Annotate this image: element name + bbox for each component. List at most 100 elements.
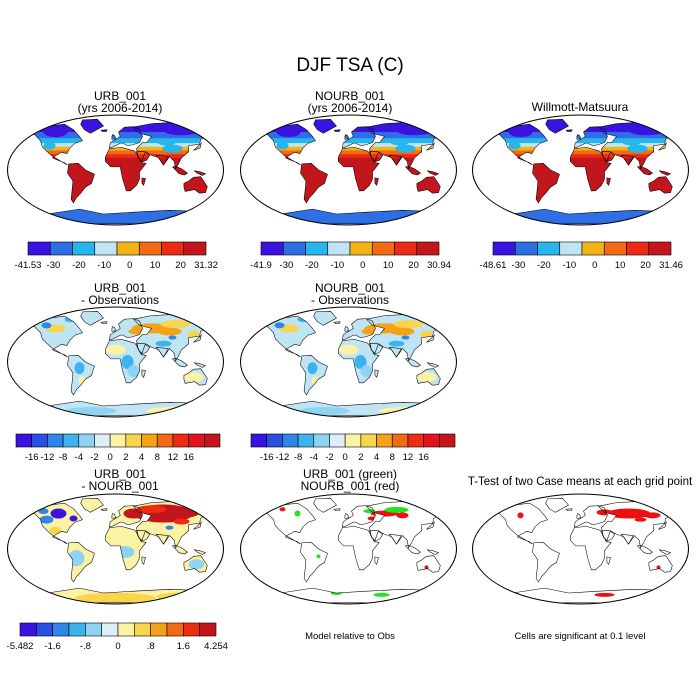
colorbar-swatch [407, 433, 424, 448]
map-anomaly-patch [488, 509, 493, 514]
colorbar-tick-label: 16 [418, 452, 429, 463]
coastline-europe [109, 126, 143, 149]
map-frame [240, 493, 457, 605]
coastline-arabia [369, 530, 384, 542]
coastline-madagascar [374, 556, 379, 565]
colorbar-tick-label: -30 [47, 260, 61, 271]
coastline-greenland [545, 119, 569, 134]
colorbar-swatch [360, 433, 377, 448]
coastline-madagascar [141, 177, 146, 186]
colorbar-swatch [559, 241, 583, 256]
colorbar-swatch [172, 433, 189, 448]
coastline-india [388, 154, 402, 166]
map-ttest-significance [472, 493, 689, 605]
map-significance-vs-obs [240, 493, 457, 605]
colorbar-tick-label: 0 [127, 260, 132, 271]
panel-3-title-line1: Willmott-Matsuura [531, 100, 629, 114]
map-temperature-band [240, 154, 457, 159]
colorbar-swatch [161, 241, 185, 256]
coastline-arabia [601, 530, 616, 542]
map-anomaly-patch [634, 517, 647, 522]
colorbar-tick-label: 31.46 [659, 260, 683, 271]
map-urb-temperature [7, 114, 224, 226]
map-temperature-band [240, 146, 457, 151]
colorbar-tick-label: -5.482 [7, 641, 34, 652]
colorbar-tick-label: -12 [41, 452, 55, 463]
panel-1-title-line1: URB_001 [93, 89, 147, 103]
map-temperature-band [472, 138, 689, 144]
map-temperature-band [240, 150, 457, 155]
map-anomaly-patch [395, 144, 416, 153]
colorbar-tick-label: 12 [403, 452, 414, 463]
coastline-nz [215, 382, 223, 391]
coastline-india [388, 533, 402, 545]
colorbar-swatch [19, 622, 37, 637]
coastline-northAmerica [249, 502, 316, 545]
coastline-africa [105, 526, 147, 571]
map-anomaly-patch [38, 508, 49, 515]
map-anomaly-patch [75, 592, 156, 603]
panel-1-title-line2: (yrs 2006-2014) [77, 101, 163, 115]
coastline-iceland [333, 508, 341, 511]
coastline-greenland [545, 498, 569, 513]
colorbar-tick-label: -8 [59, 452, 67, 463]
map-anomaly-patch [294, 510, 301, 517]
coastline-northAmerica [16, 123, 83, 166]
coastline-uk [344, 513, 350, 519]
coastline-greenland [313, 498, 337, 513]
map-anomaly-patch [390, 139, 409, 146]
map-anomaly-patch [338, 344, 359, 355]
panel-5-title: NOURB_001 - Observations [245, 282, 455, 306]
map-anomaly-patch [43, 127, 68, 138]
coastline-southAmerica [67, 542, 95, 583]
colorbar-swatch [537, 241, 561, 256]
colorbar-tick-label: .8 [147, 641, 155, 652]
panel-2-title: NOURB_001 (yrs 2006-2014) [245, 90, 455, 114]
colorbar-urb-minus-observations: -16 -12 -8 -4 -2 0 2 4 8 12 16 [15, 433, 221, 463]
colorbar-tick-label: 10 [615, 260, 626, 271]
coastline-india [620, 533, 634, 545]
colorbar-tick-label: -1.6 [44, 641, 60, 652]
colorbar-tick-label: 20 [408, 260, 419, 271]
colorbar-tick-label: -12 [276, 452, 290, 463]
coastline-africa [105, 339, 147, 384]
map-anomaly-patch [121, 355, 134, 369]
panel-2-title-line1: NOURB_001 [314, 89, 386, 103]
coastline-southAmerica [532, 542, 560, 583]
coastline-africa [105, 147, 147, 192]
colorbar-swatch [15, 433, 32, 448]
coastline-europe [574, 126, 608, 149]
map-anomaly-patch [416, 372, 437, 383]
colorbar-swatch [260, 241, 284, 256]
coastline-japan [193, 142, 202, 151]
coastline-australia [183, 176, 208, 194]
coastline-nz [680, 569, 688, 578]
map-observed-temperature [472, 114, 689, 226]
coastline-europe [342, 318, 376, 341]
map-anomaly-patch [360, 365, 373, 378]
colorbar-tick-label: -10 [562, 260, 576, 271]
map-anomaly-patch [644, 591, 661, 595]
map-ocean [240, 494, 457, 604]
coastline-iceland [100, 321, 108, 324]
coastline-madagascar [374, 369, 379, 378]
panel-6-title: URB_001 - NOURB_001 [15, 468, 225, 492]
colorbar-swatch [603, 241, 627, 256]
map-temperature-band [240, 143, 457, 148]
coastline-madagascar [606, 556, 611, 565]
map-temperature-band [472, 154, 689, 159]
map-nourb-temperature [240, 114, 457, 226]
coastline-africa [338, 526, 380, 571]
coastline-madagascar [141, 556, 146, 565]
colorbar-swatch [125, 433, 142, 448]
colorbar-nourb-temperature: -41.9 -30 -20 -10 0 10 20 30.94 [250, 241, 451, 271]
coastline-india [388, 346, 402, 358]
coastline-arabia [136, 530, 151, 542]
coastline-australia [183, 555, 208, 573]
colorbar-tick-label: -4 [310, 452, 318, 463]
colorbar-tick-label: 4 [374, 452, 379, 463]
coastline-southAmerica [532, 163, 560, 204]
map-anomaly-patch [183, 372, 204, 383]
coastline-newGuinea [426, 362, 440, 368]
map-urb-minus-nourb [7, 493, 224, 605]
